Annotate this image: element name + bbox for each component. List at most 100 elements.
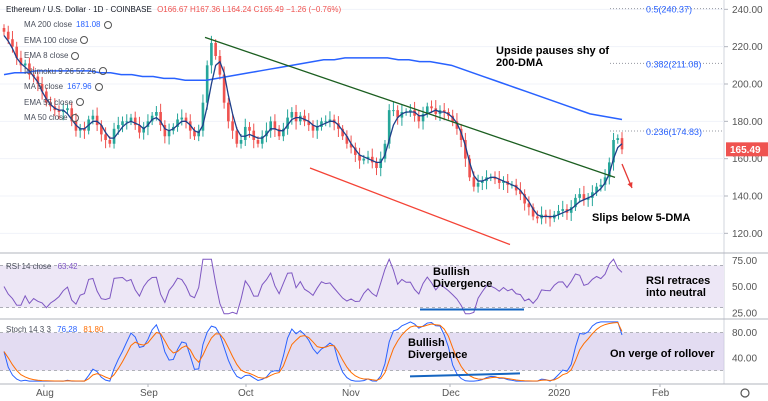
- visibility-toggle-icon[interactable]: [99, 67, 108, 76]
- visibility-toggle-icon[interactable]: [103, 20, 112, 29]
- indicator-value: 181.08: [76, 20, 101, 29]
- candle-body: [612, 140, 615, 163]
- candle-body: [345, 136, 349, 144]
- x-tick-label: Aug: [36, 388, 54, 399]
- candle-body: [74, 121, 78, 131]
- candle-body: [303, 115, 306, 122]
- candle-body: [493, 177, 497, 180]
- candle-body: [502, 181, 505, 183]
- candle-body: [455, 121, 459, 129]
- indicator-row[interactable]: EMA 8 close: [24, 51, 80, 60]
- candle-body: [227, 102, 230, 122]
- candle-body: [387, 110, 391, 144]
- symbol-legend[interactable]: Ethereum / U.S. Dollar · 1D · COINBASE O…: [6, 5, 344, 14]
- rsi-tick-label: 75.00: [732, 256, 757, 267]
- candle-body: [396, 110, 399, 118]
- candle-body: [11, 39, 14, 47]
- down-arrow-price-head: [627, 182, 633, 188]
- candle-body: [311, 125, 315, 131]
- channel-bottom-trendline[interactable]: [309, 167, 511, 246]
- candle-body: [366, 156, 370, 159]
- stoch-tick-label: 40.00: [732, 353, 757, 364]
- candle-body: [36, 76, 40, 84]
- x-tick-label: Dec: [442, 388, 460, 399]
- indicator-label: MA 5 close: [24, 82, 64, 91]
- candle-body: [214, 42, 217, 56]
- candle-body: [434, 108, 438, 114]
- channel-top-trendline[interactable]: [204, 36, 616, 178]
- candle-body: [379, 158, 383, 168]
- candle-body: [286, 117, 289, 129]
- candle-body: [497, 179, 501, 183]
- candle-body: [464, 140, 467, 159]
- candle-body: [392, 110, 395, 112]
- candle-body: [315, 126, 319, 131]
- indicator-row[interactable]: MA 50 close: [24, 113, 79, 122]
- candle-body: [57, 110, 61, 112]
- indicator-row[interactable]: MA 200 close 181.08: [24, 20, 112, 29]
- x-tick-label: Sep: [140, 388, 158, 399]
- candle-body: [544, 214, 548, 217]
- candle-body: [95, 115, 99, 126]
- fib-level-label: 0.5(240.37): [646, 5, 692, 15]
- visibility-toggle-icon[interactable]: [80, 36, 89, 45]
- candle-body: [307, 121, 311, 126]
- candle-body: [159, 112, 162, 126]
- y-tick-label: 160.00: [732, 154, 763, 165]
- rsi-legend[interactable]: RSI 14 close 63.42: [6, 262, 78, 271]
- candle-body: [83, 128, 86, 131]
- x-tick-label: Feb: [652, 388, 670, 399]
- candle-body: [282, 128, 285, 137]
- candle-body: [167, 130, 171, 137]
- candle-body: [19, 57, 23, 66]
- candle-body: [163, 125, 167, 137]
- candle-body: [218, 56, 222, 75]
- indicator-row[interactable]: EMA 55 close: [24, 98, 84, 107]
- indicator-row[interactable]: MA 5 close 167.96: [24, 82, 103, 91]
- stoch-k-value: 76.28: [57, 325, 78, 334]
- candle-body: [91, 115, 95, 120]
- settings-gear-icon[interactable]: [740, 388, 750, 398]
- x-tick-label: Nov: [342, 388, 360, 399]
- candle-body: [468, 158, 471, 178]
- rsi-value: 63.42: [57, 262, 78, 271]
- visibility-toggle-icon[interactable]: [70, 113, 79, 122]
- candle-body: [430, 106, 433, 109]
- candle-body: [536, 216, 539, 219]
- candle-body: [125, 121, 129, 123]
- fib-level-label: 0.236(174.83): [646, 127, 702, 137]
- stoch-k-line: [3, 321, 623, 382]
- last-price-label: 165.49: [730, 145, 761, 156]
- candle-body: [527, 203, 531, 208]
- visibility-toggle-icon[interactable]: [94, 82, 103, 91]
- y-tick-label: 180.00: [732, 117, 763, 128]
- stoch-legend[interactable]: Stoch 14 3 3 76.28 81.80: [6, 325, 103, 334]
- stoch-label: Stoch 14 3 3: [6, 325, 51, 334]
- rsi-tick-label: 25.00: [732, 308, 757, 319]
- candle-body: [548, 216, 552, 219]
- indicator-label: Ichimoku 9 26 52 26: [24, 66, 97, 76]
- indicator-row[interactable]: EMA 100 close: [24, 36, 89, 45]
- indicator-value: 167.96: [67, 82, 92, 91]
- candle-body: [481, 181, 484, 183]
- candle-body: [248, 126, 251, 131]
- candle-body: [61, 110, 65, 112]
- callout-rsi-retraces: RSI retraces into neutral: [646, 275, 711, 299]
- candle-body: [239, 140, 243, 144]
- candle-body: [557, 210, 560, 215]
- candle-body: [603, 177, 607, 185]
- candle-body: [2, 28, 6, 32]
- candle-body: [138, 125, 141, 133]
- candle-body: [442, 110, 446, 112]
- visibility-toggle-icon[interactable]: [71, 51, 80, 60]
- candle-body: [582, 194, 586, 200]
- y-tick-label: 220.00: [732, 42, 763, 53]
- candle-body: [341, 128, 344, 137]
- indicator-row[interactable]: Ichimoku 9 26 52 26: [24, 66, 108, 76]
- candle-body: [409, 110, 412, 112]
- visibility-toggle-icon[interactable]: [75, 98, 84, 107]
- last-price-tag: [726, 142, 768, 157]
- candle-body: [370, 156, 374, 163]
